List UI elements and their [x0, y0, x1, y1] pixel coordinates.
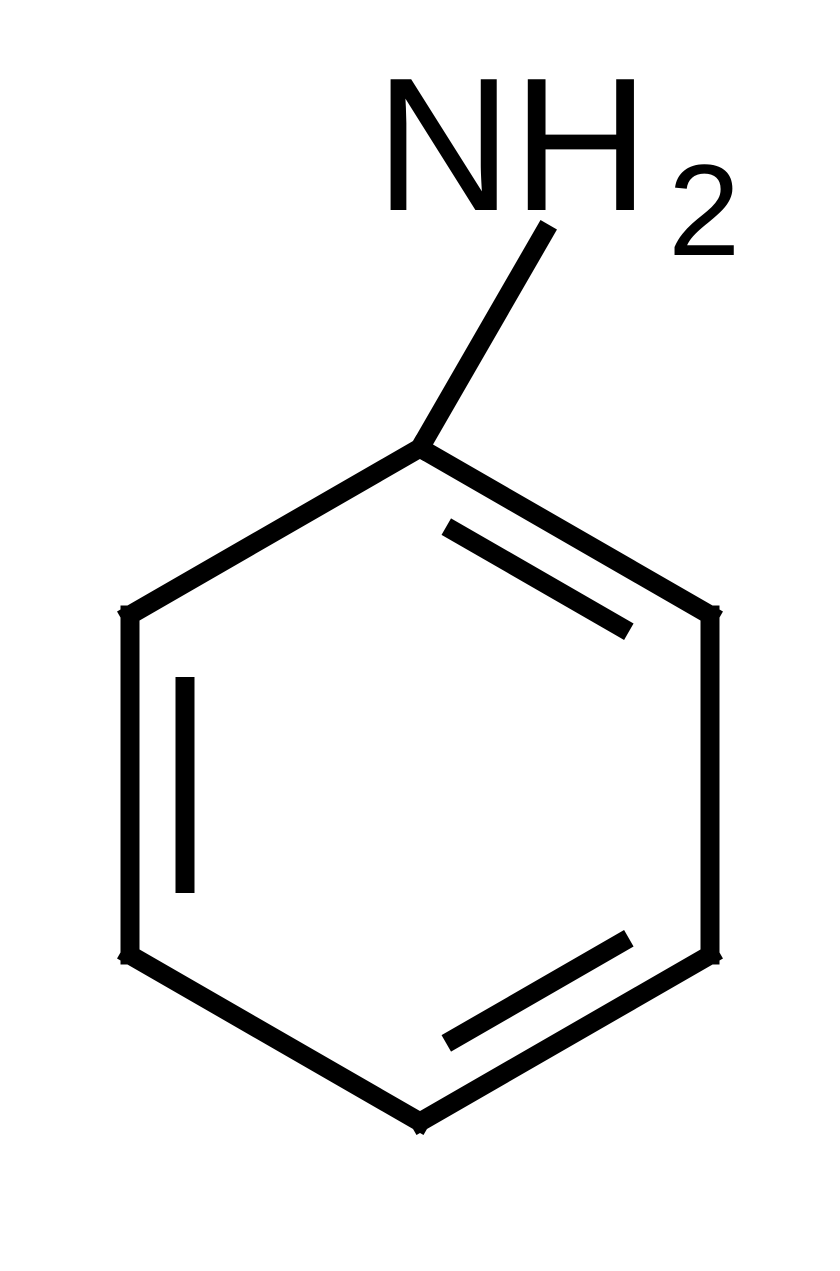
amine-subscript: 2 — [668, 137, 740, 283]
bond — [130, 955, 420, 1122]
aniline-structure: NH2 — [0, 0, 840, 1271]
bond — [130, 448, 420, 615]
substituent-bond — [420, 233, 544, 448]
labels-layer: NH2 — [375, 39, 740, 283]
bonds-layer — [130, 233, 710, 1122]
amine-label: NH — [375, 39, 649, 251]
